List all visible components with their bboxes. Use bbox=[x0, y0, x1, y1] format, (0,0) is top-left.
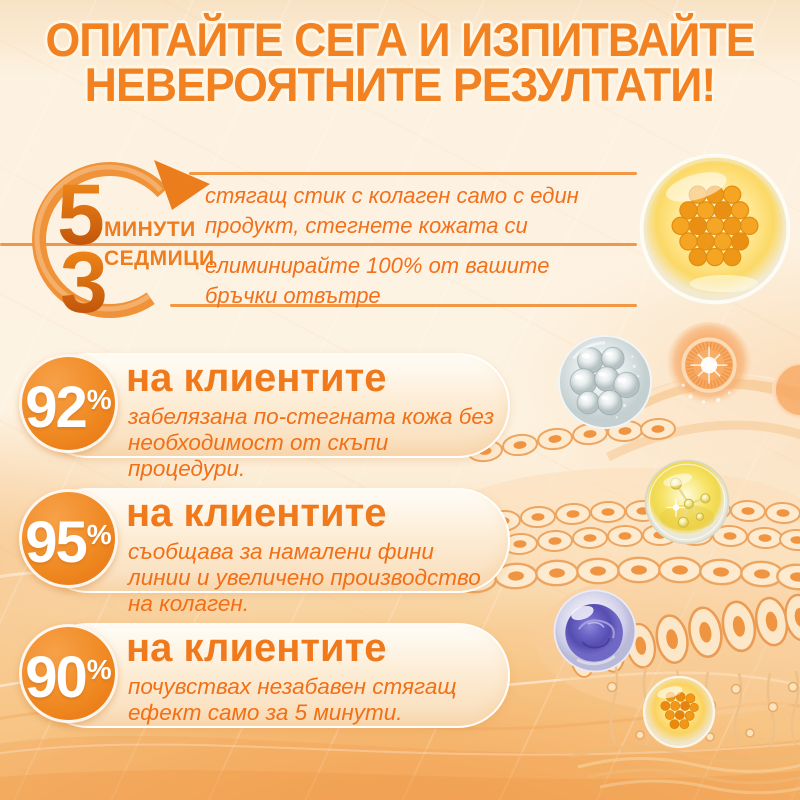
honeycomb-sphere-small bbox=[641, 674, 717, 750]
percent-sign: % bbox=[86, 518, 112, 550]
headline-line-2: НЕВЕРОЯТНИТЕ РЕЗУЛТАТИ! bbox=[84, 58, 717, 111]
headline-line-1: ОПИТАЙТЕ СЕГА И ИЗПИТВАЙТЕ bbox=[45, 13, 755, 66]
purple-serum-sphere bbox=[550, 586, 640, 676]
stat-row-90: 90% на клиентите почувствах незабавен ст… bbox=[19, 622, 510, 728]
stat-value: 95% bbox=[25, 509, 112, 575]
divider-line-bottom bbox=[170, 304, 637, 307]
collagen-bubble-cluster-sphere bbox=[556, 333, 654, 431]
circular-arrow-icon bbox=[32, 160, 210, 318]
stat-description: почувствах незабавен стягащ ефект само з… bbox=[128, 674, 457, 725]
timeline-description-weeks: елиминирайте 100% от вашите бръчки отвът… bbox=[205, 253, 550, 308]
timeline-number-minutes: 5 bbox=[57, 167, 105, 263]
stat-row-92: 92% на клиентите забелязана по-стегната … bbox=[19, 352, 510, 481]
stat-title: на клиентите bbox=[126, 626, 387, 670]
stat-circle-95: 95% bbox=[19, 489, 118, 588]
stat-value: 92% bbox=[25, 374, 112, 440]
stat-circle-90: 90% bbox=[19, 624, 118, 723]
timeline-unit-minutes: МИНУТИ bbox=[104, 218, 196, 241]
stat-description: съобщава за намалени фини линии и увелич… bbox=[128, 539, 481, 616]
honeycomb-sphere-large bbox=[637, 151, 793, 307]
stat-value: 90% bbox=[25, 644, 112, 710]
oil-molecule-sphere bbox=[641, 456, 733, 548]
percent-sign: % bbox=[86, 653, 112, 685]
timeline-unit-weeks: СЕДМИЦИ bbox=[104, 247, 215, 270]
stat-circle-92: 92% bbox=[19, 354, 118, 453]
percent-sign: % bbox=[86, 383, 112, 415]
divider-line-top bbox=[189, 172, 637, 175]
headline: ОПИТАЙТЕ СЕГА И ИЗПИТВАЙТЕ НЕВЕРОЯТНИТЕ … bbox=[20, 13, 780, 111]
stat-title: на клиентите bbox=[126, 491, 387, 535]
stat-title: на клиентите bbox=[126, 356, 387, 400]
timeline-number-weeks: 3 bbox=[60, 235, 108, 331]
divider-line-middle bbox=[0, 243, 637, 246]
skin-cell-glow-sphere bbox=[663, 321, 755, 413]
timeline-description-minutes: стягащ стик с колаген само с един продук… bbox=[205, 183, 579, 238]
stat-description: забелязана по-стегната кожа без необходи… bbox=[128, 404, 495, 481]
stat-row-95: 95% на клиентите съобщава за намалени фи… bbox=[19, 487, 510, 616]
